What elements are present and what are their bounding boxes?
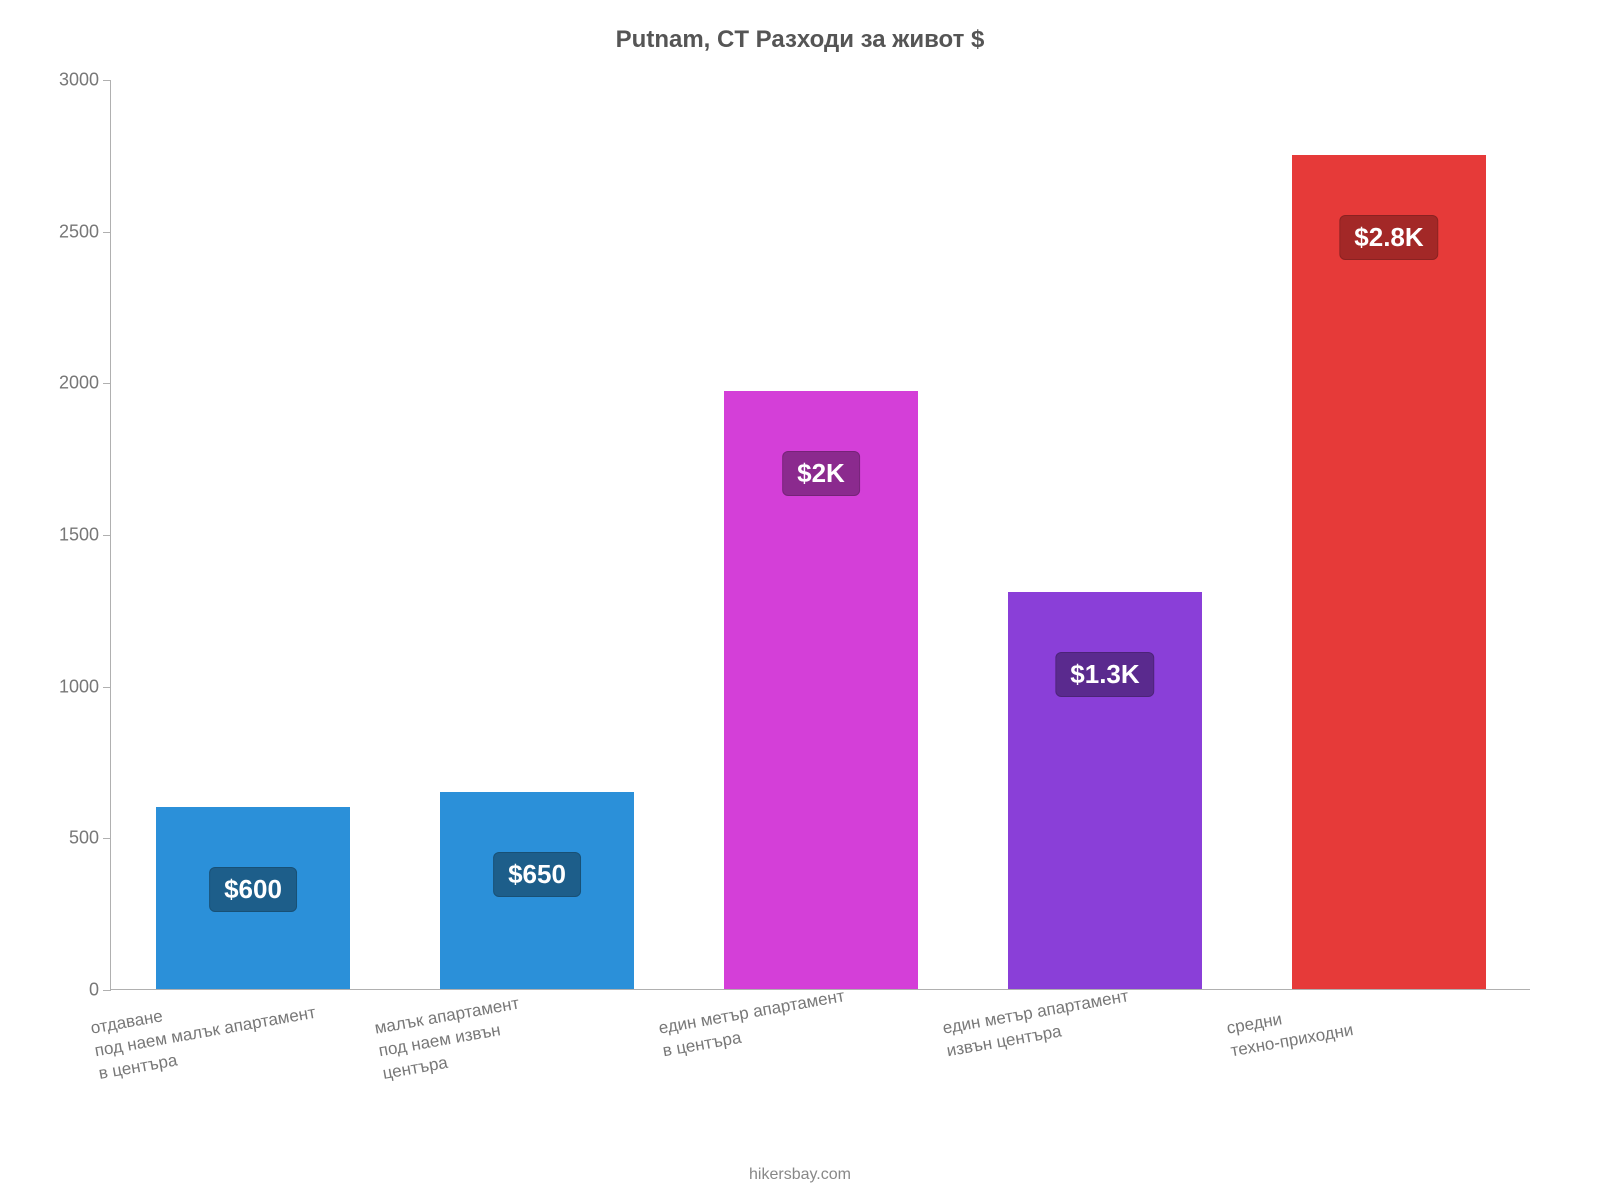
attribution-text: hikersbay.com: [0, 1166, 1600, 1184]
bar: $1.3K: [1008, 592, 1201, 989]
bar-value-badge: $650: [493, 852, 581, 897]
bar-value-badge: $1.3K: [1055, 652, 1154, 697]
bar-value-badge: $2K: [782, 451, 860, 496]
chart-title: Putnam, CT Разходи за живот $: [0, 26, 1600, 54]
bar-value-badge: $600: [209, 867, 297, 912]
x-tick-label: малък апартамент под наем извън центъра: [373, 993, 529, 1086]
y-tick-mark: [103, 383, 111, 384]
y-tick-mark: [103, 838, 111, 839]
bar: $650: [440, 792, 633, 989]
bar-value-badge: $2.8K: [1339, 215, 1438, 260]
y-tick-mark: [103, 535, 111, 536]
bar-chart: Putnam, CT Разходи за живот $ 0500100015…: [0, 0, 1600, 1200]
x-tick-label: средни техно-приходни: [1225, 996, 1355, 1063]
x-tick-label: един метър апартамент в центъра: [657, 985, 850, 1063]
y-tick-mark: [103, 687, 111, 688]
bar: $2K: [724, 391, 917, 989]
y-tick-mark: [103, 80, 111, 81]
bar: $600: [156, 807, 349, 989]
y-tick-mark: [103, 990, 111, 991]
bar: $2.8K: [1292, 155, 1485, 989]
x-tick-label: отдаване под наем малък апартамент в цен…: [89, 979, 322, 1086]
x-tick-label: един метър апартамент извън центъра: [941, 985, 1134, 1063]
y-tick-mark: [103, 232, 111, 233]
plot-area: 050010001500200025003000$600отдаване под…: [110, 80, 1530, 990]
